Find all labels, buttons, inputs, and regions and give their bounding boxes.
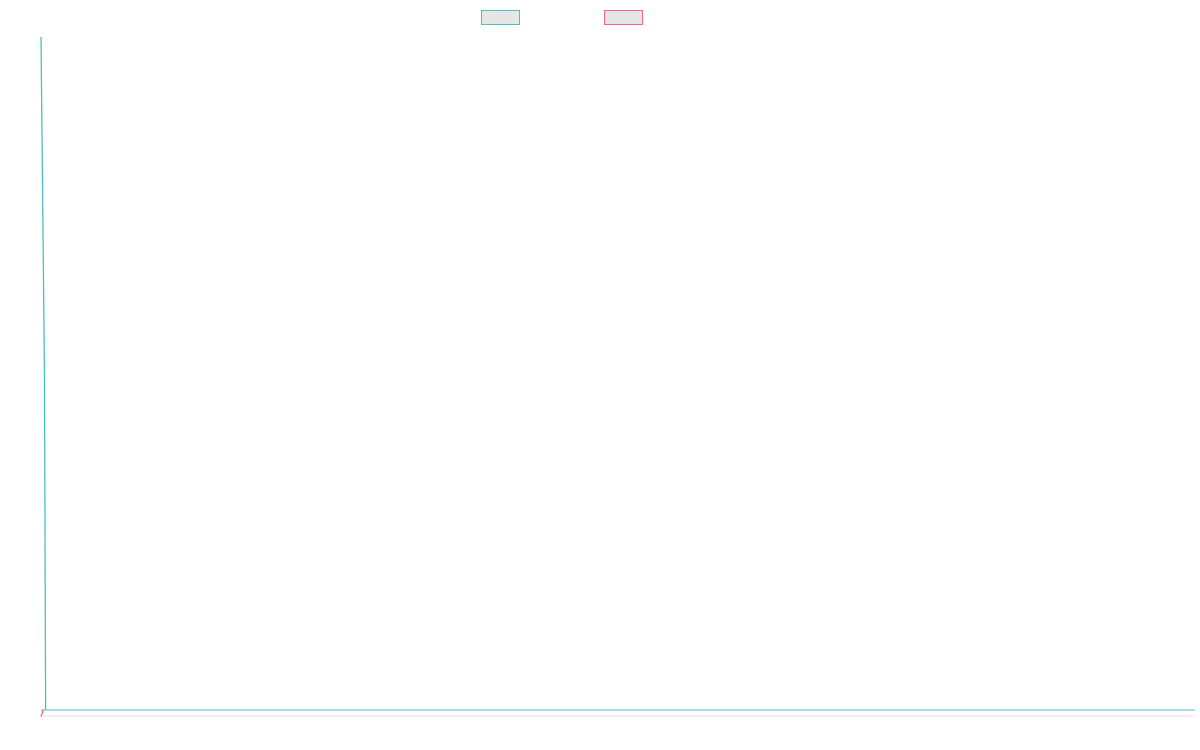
series-line-2 (40, 709, 44, 717)
legend-swatch-series-1[interactable] (481, 10, 520, 25)
series-line-1 (40, 36, 47, 711)
legend-swatch-series-2[interactable] (604, 10, 643, 25)
